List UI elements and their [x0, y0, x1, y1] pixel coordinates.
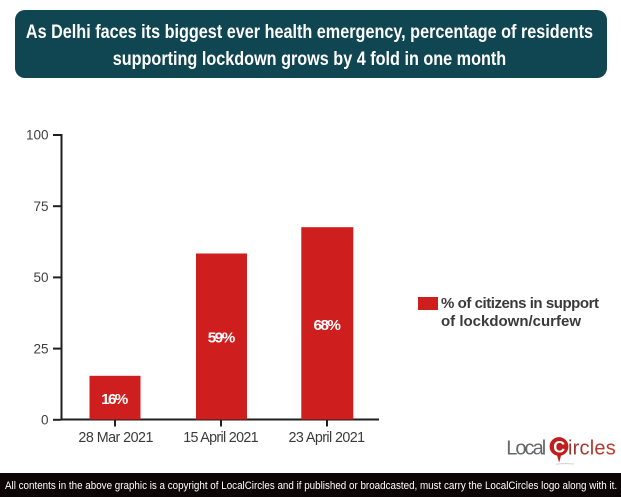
svg-text:75: 75 — [33, 199, 48, 214]
svg-text:100: 100 — [26, 128, 49, 143]
svg-text:0: 0 — [41, 413, 49, 428]
svg-text:25: 25 — [33, 341, 48, 356]
svg-text:C: C — [553, 438, 565, 456]
svg-text:23 April 2021: 23 April 2021 — [289, 430, 366, 446]
svg-text:59%: 59% — [208, 329, 236, 346]
svg-text:Local: Local — [506, 438, 546, 460]
svg-text:50: 50 — [33, 270, 48, 285]
svg-text:15 April 2021: 15 April 2021 — [183, 430, 258, 446]
svg-text:16%: 16% — [101, 391, 128, 408]
svg-text:28 Mar 2021: 28 Mar 2021 — [78, 430, 153, 446]
svg-text:68%: 68% — [313, 317, 341, 334]
svg-text:ircles: ircles — [568, 438, 616, 460]
